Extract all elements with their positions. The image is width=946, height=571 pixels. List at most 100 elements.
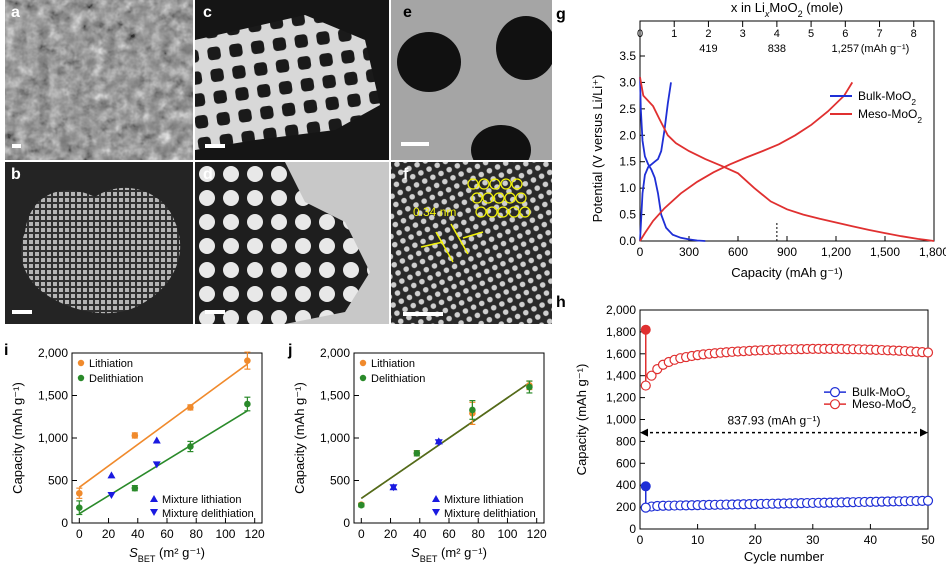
legend-label: Meso-MoO2 — [852, 397, 916, 415]
x-axis-label: Cycle number — [744, 549, 825, 564]
data-point-lithiation — [76, 489, 83, 497]
y-tick-label: 2.0 — [619, 128, 636, 142]
x-axis-label: SBET (m² g⁻¹) — [129, 545, 205, 564]
fit-line-delithiation — [78, 410, 248, 515]
panel-label-j: j — [288, 342, 293, 359]
legend-marker — [77, 359, 85, 367]
x-tick-label: 80 — [472, 527, 486, 541]
x-tick-label: 40 — [413, 527, 427, 541]
top-tick-label: 7 — [876, 28, 882, 40]
data-point-mixture-lithiation — [107, 471, 116, 479]
y-tick-label: 0 — [629, 522, 636, 536]
x-tick-label: 1,800 — [919, 245, 946, 259]
top-axis-title: x in LixMoO2 (mole) — [731, 0, 843, 19]
y-tick-label: 1.5 — [619, 155, 636, 169]
y-tick-label: 1,200 — [606, 391, 636, 405]
micrograph-e: e — [391, 0, 552, 160]
legend-label: Bulk-MoO2 — [858, 89, 916, 107]
top-tick-label: 2 — [705, 28, 711, 40]
micrograph-f-image: 0.34 nm — [391, 162, 552, 324]
top-tick-label: 5 — [808, 28, 814, 40]
legend-label: Bulk-MoO2 — [852, 385, 910, 403]
legend-label: Meso-MoO2 — [858, 107, 922, 125]
data-point-lithiation — [244, 357, 251, 364]
y-tick-label: 2.5 — [619, 102, 636, 116]
x-tick-label: 50 — [921, 533, 935, 547]
data-point-delithiation — [244, 400, 251, 408]
scale-bar-a — [12, 144, 21, 148]
y-tick-label: 0 — [343, 516, 350, 530]
legend-marker — [829, 399, 841, 410]
scale-bar-c — [205, 144, 225, 148]
lattice-spacing-label: 0.34 nm — [413, 205, 456, 219]
legend-label: Delithiation — [89, 373, 143, 385]
legend-marker — [150, 509, 158, 516]
y-tick-label: 500 — [48, 474, 68, 488]
y-tick-label: 1,500 — [38, 389, 68, 403]
y-tick-label: 600 — [616, 456, 636, 470]
data-point — [640, 502, 651, 513]
legend-marker — [359, 359, 367, 367]
micrograph-f: 0.34 nm f — [391, 162, 552, 324]
data-point — [922, 347, 934, 358]
chart-i: 0 500 1,000 1,500 2,000 0 20 40 60 80 100 120 SBET (… — [10, 346, 265, 564]
legend-marker — [829, 387, 841, 398]
legend-label: Mixture delithiation — [444, 508, 536, 520]
first-point — [640, 481, 651, 492]
data-point — [646, 370, 657, 381]
x-tick-label: 0 — [637, 533, 644, 547]
first-point — [640, 324, 651, 335]
y-tick-label: 3.5 — [619, 49, 636, 63]
panel-label-g: g — [556, 6, 566, 23]
series-line — [639, 76, 935, 242]
x-tick-label: 0 — [358, 527, 365, 541]
chart-j: 0 500 1,000 1,500 2,000 0 20 40 60 80 100 120 SBET (… — [292, 346, 547, 564]
micrograph-c-image — [195, 0, 389, 160]
y-tick-label: 800 — [616, 434, 636, 448]
top-tick-label: 1 — [671, 28, 677, 40]
series-line — [639, 77, 706, 242]
legend-label: Delithiation — [371, 373, 425, 385]
panel-label-c: c — [203, 4, 212, 21]
x-tick-label: 1,200 — [821, 245, 851, 259]
fit-line-delithiation — [360, 382, 530, 500]
fit-line-lithiation — [78, 363, 248, 488]
legend-label: Mixture lithiation — [162, 494, 241, 506]
x-tick-label: 0 — [76, 527, 83, 541]
y-tick-label: 0.0 — [619, 234, 636, 248]
x-tick-label: 80 — [190, 527, 204, 541]
y-axis-label: Capacity (mAh g⁻¹) — [574, 364, 589, 476]
data-point-delithiation — [131, 484, 139, 492]
y-tick-label: 1,600 — [606, 347, 636, 361]
capacity-mark-unit: (mAh g⁻¹) — [861, 43, 910, 55]
data-point-delithiation — [469, 406, 476, 414]
top-tick-label: 3 — [740, 28, 746, 40]
micrograph-d: d — [195, 162, 389, 324]
y-tick-label: 1,000 — [38, 431, 68, 445]
panel-label-d: d — [203, 166, 213, 183]
y-tick-label: 500 — [330, 474, 350, 488]
legend-marker — [432, 509, 440, 516]
micrograph-d-image — [195, 162, 389, 324]
panel-label-i: i — [4, 342, 9, 359]
x-tick-label: 300 — [679, 245, 699, 259]
y-tick-label: 1,400 — [606, 369, 636, 383]
chart-h: 02004006008001,0001,2001,4001,6001,8002,… — [574, 303, 935, 564]
data-point-mixture-delithiation — [389, 484, 398, 492]
panel-label-h: h — [556, 294, 566, 311]
y-tick-label: 2,000 — [320, 346, 350, 360]
x-tick-label: 40 — [864, 533, 878, 547]
micrograph-a-image — [5, 0, 193, 160]
y-tick-label: 200 — [616, 500, 636, 514]
legend-marker — [77, 374, 85, 382]
y-tick-label: 400 — [616, 478, 636, 492]
data-point-delithiation — [526, 383, 533, 391]
x-tick-label: 20 — [749, 533, 763, 547]
data-point-delithiation — [187, 443, 194, 450]
x-axis-label: SBET (m² g⁻¹) — [411, 545, 487, 564]
x-tick-label: 120 — [527, 527, 547, 541]
data-point-delithiation — [76, 504, 83, 511]
data-point-delithiation — [358, 501, 365, 509]
series-line — [639, 82, 672, 242]
panel-label-f: f — [403, 166, 409, 183]
